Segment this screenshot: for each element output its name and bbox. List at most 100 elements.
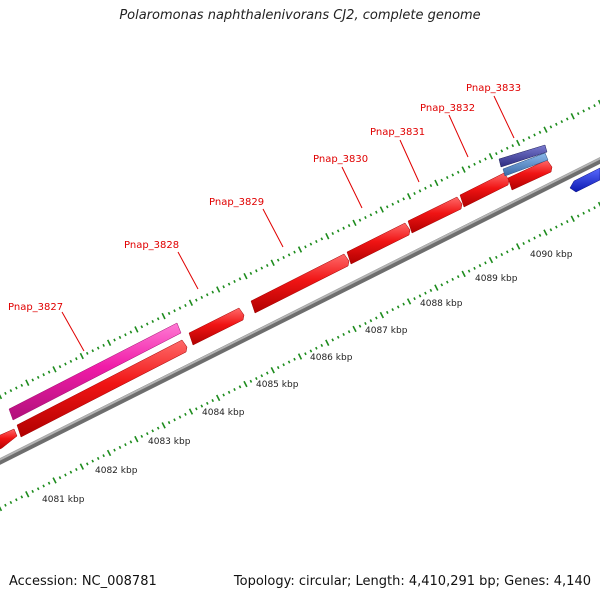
minor-tick xyxy=(413,192,416,196)
minor-tick xyxy=(69,470,73,474)
minor-tick xyxy=(31,489,35,493)
gene-label-pnap-3833[interactable]: Pnap_3833 xyxy=(466,83,521,94)
minor-tick xyxy=(69,359,73,363)
major-tick xyxy=(161,422,166,429)
minor-tick xyxy=(375,210,378,214)
minor-tick xyxy=(113,338,116,342)
major-tick xyxy=(0,506,3,512)
gene-arrow[interactable] xyxy=(459,172,510,208)
label-leaders xyxy=(61,95,515,352)
minor-tick xyxy=(124,333,127,337)
minor-tick xyxy=(511,247,515,251)
minor-tick xyxy=(96,346,100,350)
minor-tick xyxy=(200,404,204,408)
major-tick xyxy=(188,408,194,415)
gene-arrow-pnap-3833-b[interactable] xyxy=(502,152,549,177)
minor-tick xyxy=(293,357,296,361)
minor-tick xyxy=(467,269,471,273)
minor-tick xyxy=(467,165,471,169)
minor-tick xyxy=(211,399,215,403)
minor-tick xyxy=(227,282,231,286)
gene-label-pnap-3828[interactable]: Pnap_3828 xyxy=(124,240,179,251)
minor-tick xyxy=(391,308,395,312)
minor-tick xyxy=(565,117,569,121)
major-tick xyxy=(106,339,112,346)
gene-arrow[interactable] xyxy=(16,339,188,438)
gene-features[interactable] xyxy=(0,144,600,450)
minor-tick xyxy=(364,321,367,325)
gene-label-pnap-3832[interactable]: Pnap_3832 xyxy=(420,103,475,114)
minor-tick xyxy=(129,330,133,334)
gene-arrow[interactable] xyxy=(0,428,18,450)
major-tick xyxy=(270,259,275,267)
minor-tick xyxy=(238,277,242,281)
minor-tick xyxy=(282,255,285,260)
gene-arrow-pnap-3827[interactable] xyxy=(8,322,182,421)
gene-label-pnap-3827[interactable]: Pnap_3827 xyxy=(8,302,63,313)
minor-tick xyxy=(391,202,395,206)
minor-tick xyxy=(522,242,525,246)
minor-tick xyxy=(451,173,455,177)
minor-tick xyxy=(249,271,253,275)
minor-tick xyxy=(533,236,536,240)
minor-tick xyxy=(484,157,487,161)
gene-arrow[interactable] xyxy=(188,307,245,346)
major-tick xyxy=(488,256,494,264)
minor-tick xyxy=(282,363,285,367)
minor-tick xyxy=(576,214,580,218)
minor-tick xyxy=(113,448,116,452)
minor-tick xyxy=(42,373,45,377)
major-tick xyxy=(515,243,521,250)
minor-tick xyxy=(96,456,100,460)
inner-tick-track xyxy=(0,201,600,512)
minor-tick xyxy=(505,250,509,254)
minor-tick xyxy=(200,295,204,299)
minor-tick xyxy=(522,138,525,142)
gene-arrow-pnap-3833-a[interactable] xyxy=(498,144,548,168)
minor-tick xyxy=(20,383,24,387)
gene-label-pnap-3831[interactable]: Pnap_3831 xyxy=(370,127,425,138)
major-tick xyxy=(461,270,466,278)
minor-tick xyxy=(429,184,433,188)
minor-tick xyxy=(293,250,296,254)
major-tick xyxy=(352,219,357,227)
minor-tick xyxy=(331,232,335,236)
minor-tick xyxy=(456,170,460,174)
minor-tick xyxy=(358,218,362,222)
minor-tick xyxy=(331,338,335,342)
gene-arrow[interactable] xyxy=(407,196,463,234)
minor-tick xyxy=(58,476,62,480)
minor-tick xyxy=(85,351,89,355)
minor-tick xyxy=(587,208,591,213)
minor-tick xyxy=(495,152,498,156)
minor-tick xyxy=(445,176,449,180)
minor-tick xyxy=(582,109,585,113)
major-tick xyxy=(188,299,194,306)
kbp-label: 4083 kbp xyxy=(148,437,191,447)
gene-arrow[interactable] xyxy=(346,222,411,265)
gene-arrow-blue[interactable] xyxy=(569,167,600,193)
gene-label-pnap-3830[interactable]: Pnap_3830 xyxy=(313,154,368,165)
minor-tick xyxy=(473,162,476,166)
minor-tick xyxy=(173,309,176,313)
gene-arrow[interactable] xyxy=(250,253,350,314)
minor-tick xyxy=(396,200,400,204)
major-tick xyxy=(406,193,412,200)
minor-tick xyxy=(287,253,291,257)
minor-tick xyxy=(538,233,542,237)
minor-tick xyxy=(533,133,536,137)
minor-tick xyxy=(15,498,18,502)
major-tick xyxy=(79,463,85,470)
minor-tick xyxy=(429,288,433,292)
minor-tick xyxy=(233,279,236,283)
major-tick xyxy=(25,379,30,386)
gene-label-pnap-3829[interactable]: Pnap_3829 xyxy=(209,197,264,208)
minor-tick xyxy=(593,206,596,210)
minor-tick xyxy=(451,277,455,281)
major-tick xyxy=(570,215,575,222)
minor-tick xyxy=(205,401,209,405)
minor-tick xyxy=(484,261,487,265)
minor-tick xyxy=(342,226,345,230)
major-tick xyxy=(461,166,466,173)
